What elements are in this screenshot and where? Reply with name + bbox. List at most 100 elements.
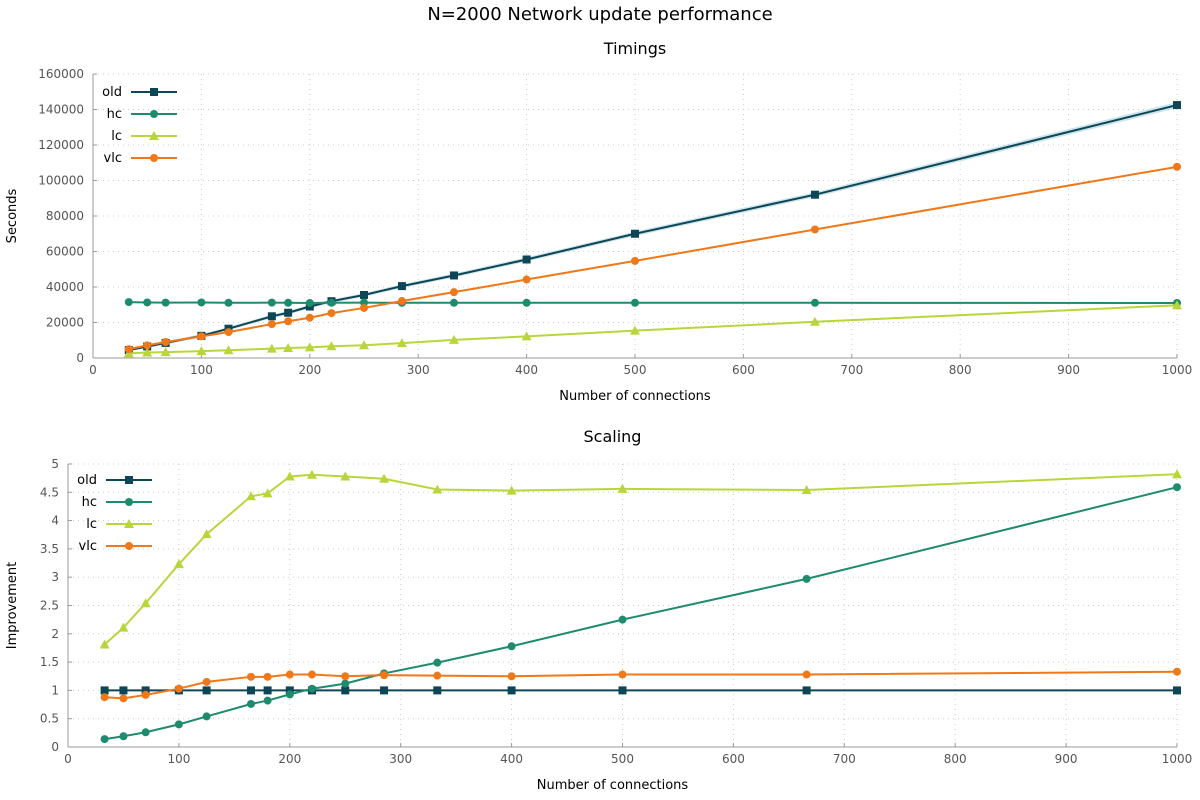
timings-series-vlc-point bbox=[143, 341, 152, 350]
timings-chart-title: Timings bbox=[603, 39, 666, 58]
scaling-series-vlc-point bbox=[802, 670, 811, 679]
scaling-x-tick-label: 800 bbox=[944, 752, 967, 766]
scaling-series-vlc-point bbox=[285, 670, 294, 679]
timings-series-lc-point bbox=[521, 331, 532, 341]
timings-legend-label-old: old bbox=[102, 85, 122, 100]
scaling-series-lc-point bbox=[140, 598, 151, 608]
scaling-series-vlc-point bbox=[507, 672, 516, 681]
timings-y-axis-label: Seconds bbox=[5, 188, 20, 243]
scaling-series-old-point bbox=[618, 686, 627, 695]
timings-series-lc-point bbox=[1172, 300, 1182, 310]
timings-series-vlc-point bbox=[631, 256, 639, 265]
scaling-series-old-point bbox=[433, 686, 442, 695]
timings-series-hc bbox=[124, 298, 1181, 307]
scaling-series-lc-point bbox=[306, 469, 317, 479]
scaling-x-tick-label: 300 bbox=[389, 752, 412, 766]
scaling-x-tick-label: 1000 bbox=[1162, 752, 1193, 766]
timings-series-lc-point bbox=[396, 338, 407, 348]
timings-series-hc-point bbox=[197, 298, 206, 307]
scaling-series-old-point bbox=[1173, 686, 1181, 695]
scaling-y-tick-label: 3.5 bbox=[40, 542, 59, 556]
scaling-legend-marker-lc bbox=[124, 519, 134, 528]
timings-series-lc-point bbox=[266, 343, 277, 353]
scaling-series-vlc-point bbox=[341, 672, 350, 681]
scaling-x-tick-label: 600 bbox=[722, 752, 745, 766]
scaling-series-vlc-point bbox=[174, 684, 183, 693]
timings-series-old-point bbox=[397, 282, 406, 291]
scaling-series-lc-point bbox=[99, 639, 110, 649]
scaling-series-old-point bbox=[507, 686, 516, 695]
scaling-series-hc-point bbox=[341, 679, 350, 688]
scaling-y-tick-label: 0 bbox=[51, 740, 59, 754]
scaling-series-lc-point bbox=[173, 559, 184, 569]
scaling-x-tick-label: 0 bbox=[64, 752, 72, 766]
timings-legend-marker-lc bbox=[149, 131, 159, 140]
timings-y-tick-label: 120000 bbox=[38, 138, 84, 152]
timings-series-hc-point bbox=[143, 298, 152, 307]
scaling-series-hc-point bbox=[100, 735, 109, 744]
scaling-series-lc-point bbox=[617, 483, 628, 493]
scaling-series-old-point bbox=[380, 686, 389, 695]
timings-series-lc-point bbox=[196, 346, 207, 356]
timings-series-lc-point bbox=[283, 343, 294, 353]
scaling-series-vlc-point bbox=[380, 671, 389, 680]
scaling-series-lc-point bbox=[245, 491, 256, 501]
scaling-x-tick-label: 100 bbox=[167, 752, 190, 766]
scaling-series-vlc-point bbox=[263, 672, 272, 681]
timings-x-tick-label: 100 bbox=[190, 363, 213, 377]
timings-series-vlc-line bbox=[128, 165, 1178, 351]
scaling-y-tick-label: 0.5 bbox=[40, 712, 59, 726]
timings-x-tick-label: 0 bbox=[89, 363, 97, 377]
scaling-chart: Scaling 0 100 200 300 400 500 600 700 800 900 1000 0… bbox=[5, 427, 1193, 793]
scaling-series-old-point bbox=[802, 686, 811, 695]
timings-series-vlc-point bbox=[305, 313, 314, 322]
scaling-series-vlc-point bbox=[433, 671, 442, 680]
scaling-series-old-point bbox=[100, 686, 109, 695]
page-title: N=2000 Network update performance bbox=[427, 4, 773, 25]
scaling-legend-label-hc: hc bbox=[82, 495, 97, 510]
timings-x-tick-label: 900 bbox=[1057, 363, 1080, 377]
timings-series-vlc-point bbox=[449, 288, 458, 297]
scaling-series-lc-point bbox=[262, 488, 273, 498]
timings-x-tick-label: 200 bbox=[298, 363, 321, 377]
scaling-series-hc-point bbox=[285, 690, 294, 699]
scaling-series-hc-point bbox=[263, 696, 272, 705]
timings-series-vlc-point bbox=[224, 328, 233, 337]
timings-x-tick-label: 1000 bbox=[1162, 363, 1193, 377]
scaling-series-hc-point bbox=[119, 732, 128, 741]
timings-series-hc-point bbox=[161, 298, 170, 307]
scaling-x-tick-label: 200 bbox=[278, 752, 301, 766]
scaling-legend-marker-vlc bbox=[125, 542, 133, 550]
scaling-x-tick-label: 400 bbox=[500, 752, 523, 766]
scaling-series-vlc-point bbox=[100, 693, 109, 702]
timings-series-hc-point bbox=[810, 298, 819, 307]
timings-series-vlc-point bbox=[284, 317, 293, 326]
timings-series-lc-point bbox=[809, 316, 820, 326]
scaling-series-old bbox=[100, 686, 1181, 695]
timings-series-vlc-point bbox=[124, 345, 133, 354]
scaling-series-vlc-point bbox=[618, 670, 627, 679]
scaling-y-tick-label: 1 bbox=[51, 683, 59, 697]
timings-series-old-point bbox=[284, 308, 293, 317]
timings-x-tick-label: 300 bbox=[407, 363, 430, 377]
scaling-series-vlc-point bbox=[119, 694, 128, 703]
scaling-series-old-point bbox=[263, 686, 272, 695]
timings-series-lc-point bbox=[630, 325, 640, 335]
scaling-series-hc-point bbox=[141, 728, 150, 737]
scaling-series-lc-point bbox=[1172, 469, 1182, 479]
timings-series-lc-point bbox=[448, 334, 459, 344]
timings-series-vlc-point bbox=[810, 225, 819, 234]
timings-series-lc-point bbox=[160, 347, 171, 357]
timings-y-tick-label: 80000 bbox=[46, 209, 84, 223]
scaling-legend-marker-old bbox=[125, 476, 133, 484]
timings-series-old-point bbox=[267, 312, 276, 321]
scaling-series-lc-point bbox=[340, 471, 351, 481]
scaling-series-hc-point bbox=[433, 658, 442, 667]
timings-series-hc-point bbox=[305, 298, 314, 307]
timings-legend-marker-vlc bbox=[150, 154, 158, 162]
scaling-series-old-point bbox=[246, 686, 255, 695]
timings-series-hc-line bbox=[128, 301, 1178, 304]
timings-y-tick-label: 100000 bbox=[38, 174, 84, 188]
scaling-x-tick-label: 900 bbox=[1055, 752, 1078, 766]
